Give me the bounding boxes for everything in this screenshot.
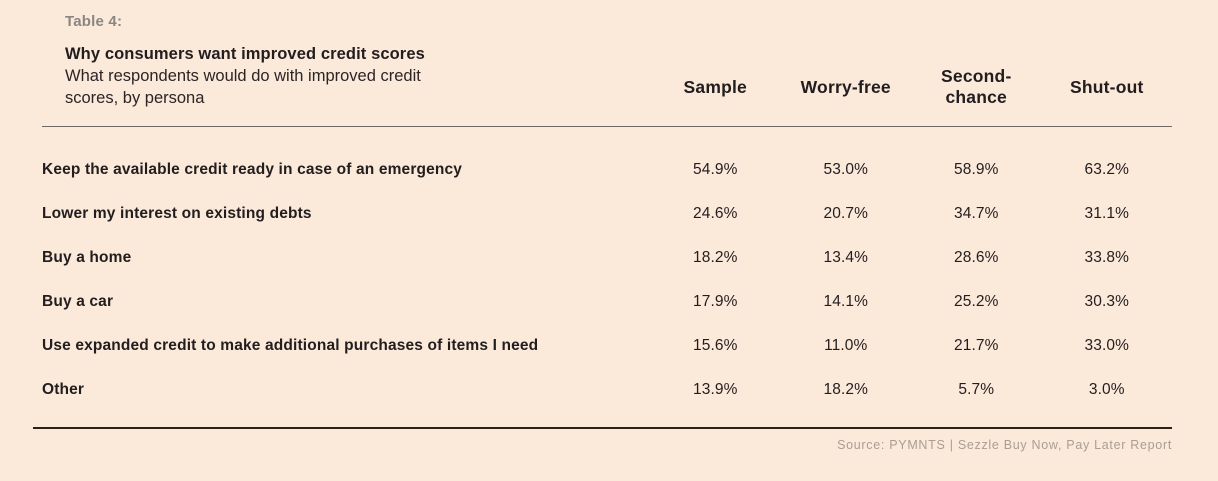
footer-divider <box>33 427 1172 429</box>
table-row: Buy a home 18.2% 13.4% 28.6% 33.8% <box>42 236 1172 280</box>
column-header-second-chance: Second- chance <box>941 66 1012 107</box>
value-cell-shut-out: 33.0% <box>1084 337 1129 354</box>
table-row: Lower my interest on existing debts 24.6… <box>42 192 1172 236</box>
value-cell-second-chance: 58.9% <box>954 161 999 178</box>
row-label: Buy a car <box>42 293 114 310</box>
table-subtitle: What respondents would do with improved … <box>65 67 421 107</box>
value-cell-shut-out: 30.3% <box>1084 293 1129 310</box>
value-cell-sample: 17.9% <box>693 293 738 310</box>
value-cell-worry-free: 53.0% <box>823 161 868 178</box>
row-label: Buy a home <box>42 249 132 266</box>
table-number-label: Table 4: <box>65 13 123 30</box>
title-block: Table 4: Why consumers want improved cre… <box>65 0 650 126</box>
value-cell-sample: 18.2% <box>693 249 738 266</box>
header-divider <box>42 126 1172 127</box>
table-row: Use expanded credit to make additional p… <box>42 324 1172 368</box>
column-header-sample: Sample <box>683 76 747 97</box>
row-label: Other <box>42 381 85 398</box>
value-cell-sample: 13.9% <box>693 381 738 398</box>
value-cell-shut-out: 31.1% <box>1084 205 1129 222</box>
value-cell-shut-out: 33.8% <box>1084 249 1129 266</box>
value-cell-second-chance: 5.7% <box>958 381 995 398</box>
value-cell-second-chance: 28.6% <box>954 249 999 266</box>
source-attribution: Source: PYMNTS | Sezzle Buy Now, Pay Lat… <box>837 438 1172 452</box>
row-label: Keep the available credit ready in case … <box>42 161 463 178</box>
row-label: Use expanded credit to make additional p… <box>42 337 539 354</box>
column-header-worry-free: Worry-free <box>800 76 891 97</box>
value-cell-worry-free: 13.4% <box>823 249 868 266</box>
value-cell-sample: 15.6% <box>693 337 738 354</box>
value-cell-shut-out: 63.2% <box>1084 161 1129 178</box>
value-cell-second-chance: 21.7% <box>954 337 999 354</box>
value-cell-worry-free: 20.7% <box>823 205 868 222</box>
table-row: Other 13.9% 18.2% 5.7% 3.0% <box>42 368 1172 412</box>
value-cell-second-chance: 25.2% <box>954 293 999 310</box>
value-cell-worry-free: 18.2% <box>823 381 868 398</box>
value-cell-worry-free: 14.1% <box>823 293 868 310</box>
column-header-shut-out: Shut-out <box>1069 76 1144 97</box>
value-cell-sample: 54.9% <box>693 161 738 178</box>
row-label: Lower my interest on existing debts <box>42 205 312 222</box>
value-cell-shut-out: 3.0% <box>1088 381 1125 398</box>
value-cell-second-chance: 34.7% <box>954 205 999 222</box>
table-header: Table 4: Why consumers want improved cre… <box>42 0 1172 126</box>
table-title: Why consumers want improved credit score… <box>65 45 425 63</box>
table-row: Keep the available credit ready in case … <box>42 148 1172 192</box>
value-cell-sample: 24.6% <box>693 205 738 222</box>
table-row: Buy a car 17.9% 14.1% 25.2% 30.3% <box>42 280 1172 324</box>
table-body: Keep the available credit ready in case … <box>42 127 1172 412</box>
value-cell-worry-free: 11.0% <box>824 337 868 354</box>
